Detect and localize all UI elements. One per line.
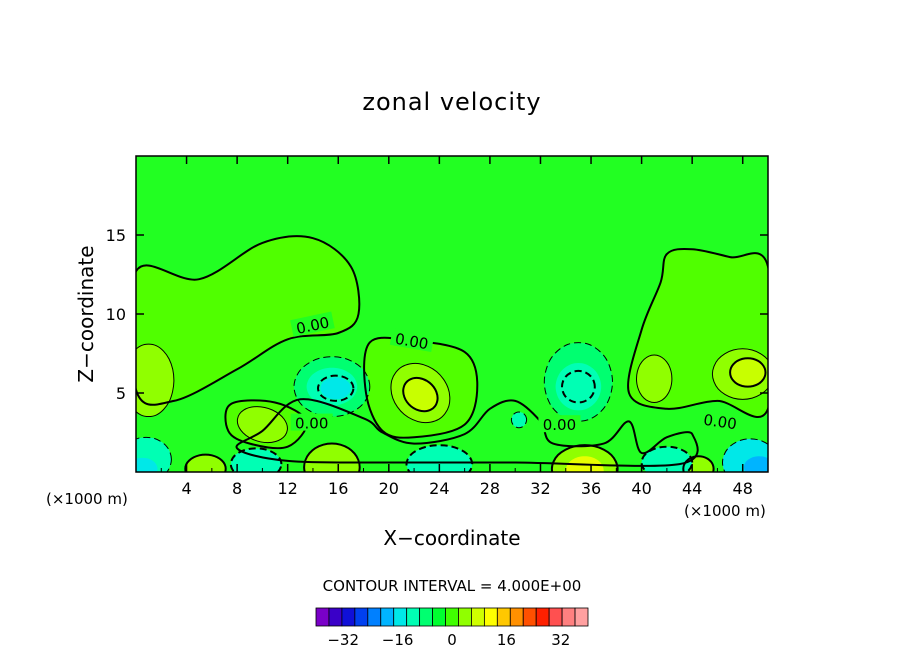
contour-neg-east — [543, 342, 614, 422]
x-tick-label: 16 — [328, 479, 348, 498]
contour-interval-label: CONTOUR INTERVAL = 4.000E+00 — [322, 577, 582, 595]
colorbar-swatch — [574, 607, 589, 627]
x-tick-label: 40 — [631, 479, 651, 498]
x-tick-label: 44 — [682, 479, 702, 498]
region-bottom-bright-1 — [304, 443, 360, 472]
contour-bottom-1 — [303, 442, 361, 472]
colorbar-swatch — [315, 607, 330, 627]
contour-center-core — [390, 362, 451, 424]
x-tick-label: 12 — [278, 479, 298, 498]
colorbar-tick-label: 32 — [551, 631, 570, 649]
colorbar-swatch — [535, 607, 550, 627]
contour-core-right-inner — [729, 357, 767, 388]
colorbar-swatch — [341, 607, 356, 627]
contour-label-bg — [389, 327, 435, 352]
colorbar-swatch — [561, 607, 576, 627]
contour-label: 0.00 — [394, 330, 430, 354]
colorbar-tick-label: 16 — [497, 631, 516, 649]
y-tick-label: 15 — [106, 226, 126, 245]
contour-east-mid — [635, 354, 673, 403]
colorbar-swatch — [471, 607, 485, 627]
colorbar-swatch — [445, 607, 459, 627]
contour-neg-west-core — [316, 374, 355, 402]
contour-core-left — [136, 343, 175, 418]
colorbar-swatch — [354, 607, 369, 627]
x-unit-label: (×1000 m) — [684, 502, 766, 520]
region-bottom-neg-5-core — [744, 456, 768, 472]
colorbar-tick-label: 0 — [447, 631, 457, 649]
colorbar-swatch — [483, 607, 498, 627]
region-core-right-inner — [730, 358, 766, 387]
colorbar-swatch — [522, 607, 537, 627]
region-bottom-neg-3 — [406, 445, 473, 472]
colorbar-swatch — [328, 607, 343, 627]
y-unit-label: (×1000 m) — [46, 490, 128, 508]
x-tick-label: 32 — [530, 479, 550, 498]
x-tick-label: 36 — [581, 479, 601, 498]
region-core-left — [136, 344, 174, 417]
colorbar-swatch — [367, 607, 382, 627]
contour-neg-east-core — [560, 369, 596, 404]
y-tick-label: 10 — [106, 305, 126, 324]
contour-bottom-2 — [550, 444, 619, 472]
contour-low-left-core — [236, 406, 288, 444]
chart-title: zonal velocity — [362, 88, 542, 116]
y-tick-label: 5 — [116, 384, 126, 403]
colorbar-tick-label: −32 — [327, 631, 359, 649]
contour-bottom-neg-5 — [721, 438, 768, 472]
contour-zero-east — [627, 247, 768, 418]
x-tick-label: 8 — [232, 479, 242, 498]
region-bottom-neg-1-core — [136, 457, 158, 472]
x-tick-label: 28 — [480, 479, 500, 498]
contour-label-bg — [698, 409, 743, 432]
region-neg-west-inner — [320, 377, 351, 400]
contour-label-bg — [290, 311, 335, 337]
region-bottom-neg-2 — [230, 448, 282, 472]
region-east-mid — [636, 355, 672, 403]
contour-low-left — [224, 399, 308, 450]
colorbar-swatch — [509, 607, 524, 627]
region-low-left-core — [237, 406, 288, 443]
x-tick-label: 48 — [733, 479, 753, 498]
contour-label: 0.00 — [543, 416, 576, 434]
contour-small-neg — [510, 411, 528, 429]
colorbar-swatch — [406, 607, 421, 627]
colorbar-swatch — [496, 607, 511, 627]
contour-label-bg — [290, 413, 333, 431]
contour-bottom-3 — [184, 453, 227, 472]
colorbar-swatch — [432, 607, 446, 627]
contour-zero-lower — [235, 398, 699, 467]
colorbar-swatch — [548, 607, 563, 627]
contour-center-inner — [402, 376, 439, 413]
x-tick-label: 24 — [429, 479, 449, 498]
contour-core-right — [711, 348, 768, 400]
colorbar-swatch — [380, 607, 395, 627]
x-tick-label: 4 — [181, 479, 191, 498]
colorbar-tick-label: −16 — [382, 631, 414, 649]
contour-zero-west — [136, 235, 361, 406]
colorbar-swatch — [458, 607, 472, 627]
contour-label: 0.00 — [295, 415, 328, 433]
contour-bottom-4 — [682, 455, 715, 472]
colorbar-swatch — [419, 607, 433, 627]
x-axis-label: X−coordinate — [383, 526, 521, 550]
colorbar-swatch — [393, 607, 408, 627]
contour-label-bg — [538, 415, 581, 433]
y-axis-label: Z−coordinate — [74, 245, 98, 383]
region-bottom-bright-3 — [185, 454, 226, 472]
contour-label: 0.00 — [702, 411, 738, 433]
contour-bottom-neg-1 — [136, 436, 172, 472]
region-upper-left — [136, 236, 360, 405]
region-center-inner — [403, 377, 438, 412]
region-small-neg — [511, 412, 527, 428]
contour-bottom-neg-3 — [405, 444, 474, 472]
x-tick-label: 20 — [379, 479, 399, 498]
